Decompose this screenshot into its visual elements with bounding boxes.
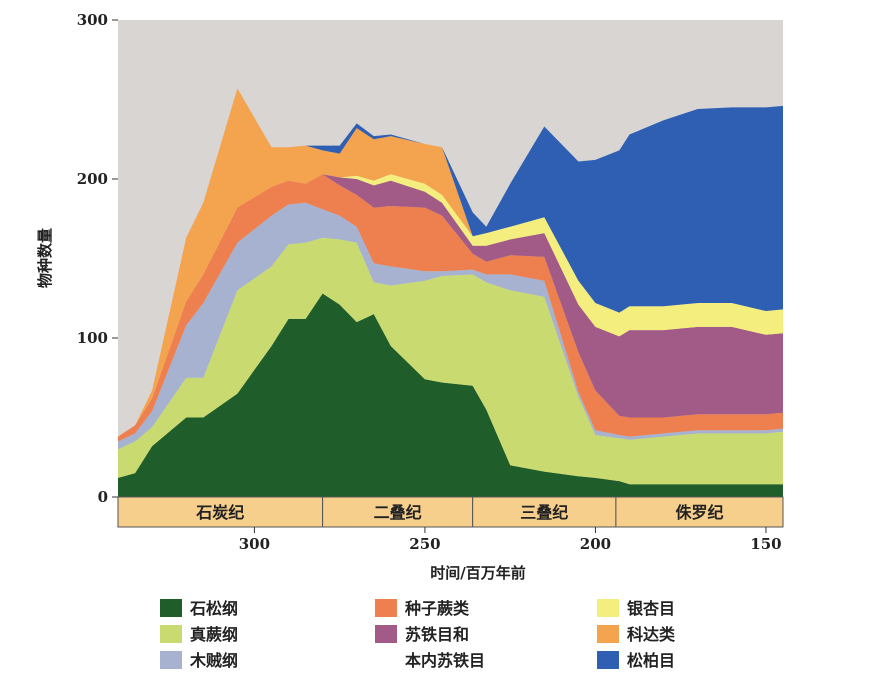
legend-swatch-1 xyxy=(160,599,182,617)
area-series-7 xyxy=(118,88,783,437)
period-cell-4 xyxy=(615,496,784,528)
y-axis: 0 100 200 300 xyxy=(77,11,118,506)
y-tick-label: 100 xyxy=(77,329,108,347)
period-label-4: 侏罗纪 xyxy=(675,503,723,522)
x-axis-title: 时间/百万年前 xyxy=(430,564,525,582)
x-tick-label: 250 xyxy=(409,535,440,553)
area-series-5 xyxy=(118,174,783,437)
area-series-2 xyxy=(118,237,783,485)
legend-swatch-7 xyxy=(597,625,619,643)
area-series-4 xyxy=(118,174,783,442)
legend-label-4: 种子蕨类 xyxy=(404,599,470,618)
legend-label-5: 苏铁目和 xyxy=(405,625,469,644)
period-label-3: 三叠纪 xyxy=(520,503,568,522)
legend-swatch-3 xyxy=(160,651,182,669)
legend-label-5: 本内苏铁目 xyxy=(405,651,485,670)
legend-label-1: 石松纲 xyxy=(189,599,238,618)
legend-label-2: 真蕨纲 xyxy=(190,625,238,644)
x-tick-label: 300 xyxy=(239,535,270,553)
period-label-1: 石炭纪 xyxy=(195,503,244,522)
legend-swatch-2 xyxy=(160,625,182,643)
x-tick-label: 150 xyxy=(750,535,781,553)
period-label-2: 二叠纪 xyxy=(374,503,422,522)
period-cell-1 xyxy=(117,496,324,528)
legend-swatch-5 xyxy=(375,625,397,643)
x-tick-label: 200 xyxy=(580,535,611,553)
period-cell-3 xyxy=(472,496,617,528)
x-axis: 300 250 200 150 xyxy=(239,527,782,553)
period-band: 石炭纪 二叠纪 三叠纪 侏罗纪 xyxy=(117,496,784,528)
legend-label-3: 木贼纲 xyxy=(189,651,238,670)
legend-swatch-6 xyxy=(597,599,619,617)
y-tick-label: 200 xyxy=(77,170,108,188)
legend-label-8: 松柏目 xyxy=(627,651,675,670)
area-series-8 xyxy=(118,88,783,437)
y-tick-label: 0 xyxy=(98,488,108,506)
y-tick-label: 300 xyxy=(77,11,108,29)
area-series-1 xyxy=(118,293,783,497)
legend-label-6: 银杏目 xyxy=(627,599,675,618)
stacked-areas xyxy=(118,88,783,497)
legend-swatch-8 xyxy=(597,651,619,669)
legend-swatch-4 xyxy=(375,599,397,617)
period-cell-2 xyxy=(322,496,474,528)
y-axis-title: 物种数量 xyxy=(36,228,54,288)
legend-label-7: 科达类 xyxy=(627,625,676,644)
